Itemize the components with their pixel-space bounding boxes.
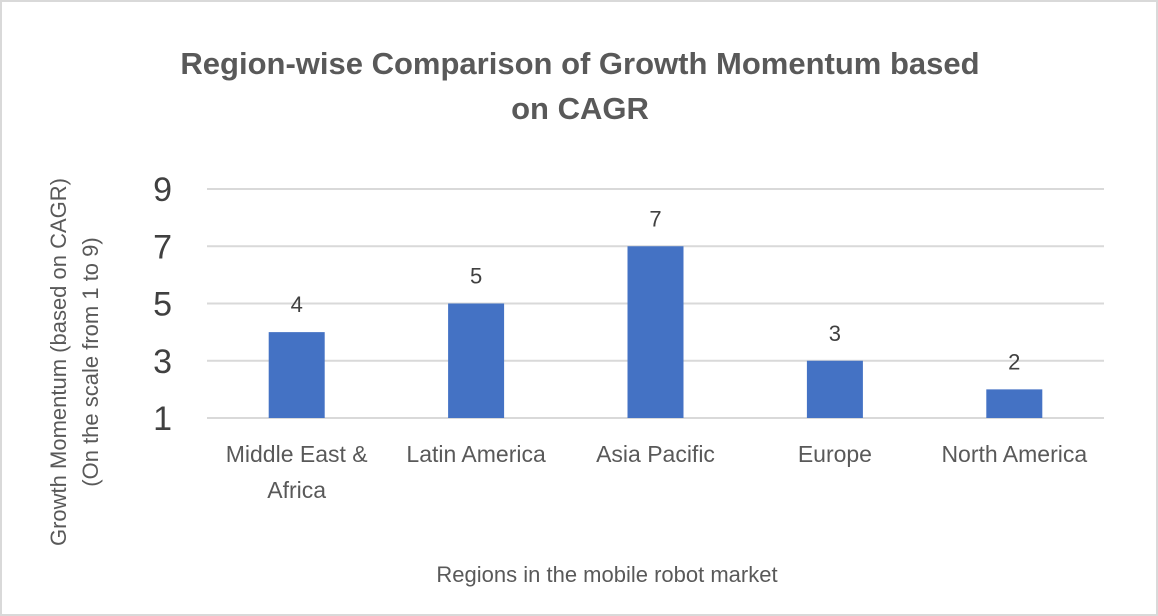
chart-title-line-1: Region-wise Comparison of Growth Momentu… [180,46,979,81]
bar [268,332,325,418]
data-labels: 4 5 7 3 2 [291,206,1021,374]
x-category-label: Latin America [406,441,546,467]
y-tick-label: 5 [153,286,172,324]
x-category-label: Asia Pacific [596,441,715,467]
data-label: 4 [291,292,303,317]
bar [806,360,863,418]
bars [268,246,1043,418]
x-category-label: Middle East & [226,441,368,467]
data-label: 7 [649,206,661,231]
data-label: 5 [470,264,482,289]
bar [627,246,684,418]
bar [448,303,505,418]
x-category-label: Africa [267,477,326,503]
y-axis-title: Growth Momentum (based on CAGR) (On the … [46,178,103,546]
y-tick-label: 3 [153,343,172,381]
x-axis-title: Regions in the mobile robot market [436,562,777,587]
y-axis-ticks: 1 3 5 7 9 [153,171,172,438]
x-category-label: Europe [798,441,872,467]
y-axis-title-line-1: Growth Momentum (based on CAGR) [46,178,71,546]
y-tick-label: 1 [153,400,172,438]
data-label: 3 [829,321,841,346]
data-label: 2 [1008,349,1020,374]
y-axis-title-line-2: (On the scale from 1 to 9) [78,237,103,486]
x-axis-categories: Middle East & Africa Latin America Asia Pac… [226,441,1088,503]
x-category-label: North America [941,441,1087,467]
chart-title: Region-wise Comparison of Growth Momentu… [180,46,979,126]
y-tick-label: 9 [153,171,172,209]
bar [986,389,1043,418]
chart-title-line-2: on CAGR [511,91,649,126]
y-tick-label: 7 [153,228,172,266]
